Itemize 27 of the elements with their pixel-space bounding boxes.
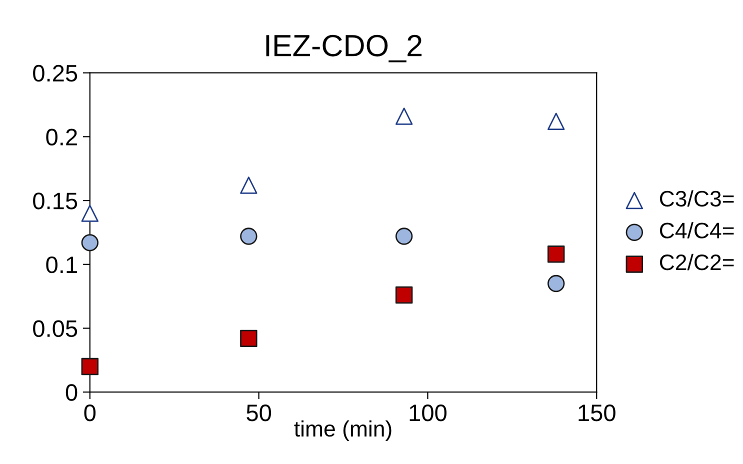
y-tick-label: 0 [66, 384, 78, 401]
point [547, 274, 565, 292]
point [81, 204, 99, 222]
point [81, 358, 99, 376]
y-tick-label: 0.05 [33, 320, 78, 338]
point [240, 228, 258, 245]
point [395, 286, 413, 304]
point [547, 112, 565, 130]
legend-label: C3/C3= [660, 190, 734, 207]
y-tick-label: 0.15 [33, 192, 78, 210]
chart-title: IEZ-CDO_2 [266, 34, 422, 62]
point [395, 108, 413, 125]
y-tick-label: 0.1 [46, 256, 77, 274]
x-tick-label: 0 [84, 404, 96, 422]
point [395, 228, 413, 245]
legend-label: C2/C2= [660, 254, 734, 270]
x-tick-label: 50 [246, 404, 272, 422]
point [240, 176, 258, 194]
point [81, 234, 99, 252]
x-axis-title: time (min) [294, 420, 392, 442]
point [547, 246, 565, 263]
y-tick-label: 0.25 [33, 64, 78, 82]
y-tick-label: 0.2 [46, 128, 77, 146]
x-tick-label: 150 [578, 404, 616, 422]
x-tick-label: 100 [410, 404, 446, 422]
legend-label: C4/C4= [660, 222, 734, 238]
point [240, 330, 258, 348]
